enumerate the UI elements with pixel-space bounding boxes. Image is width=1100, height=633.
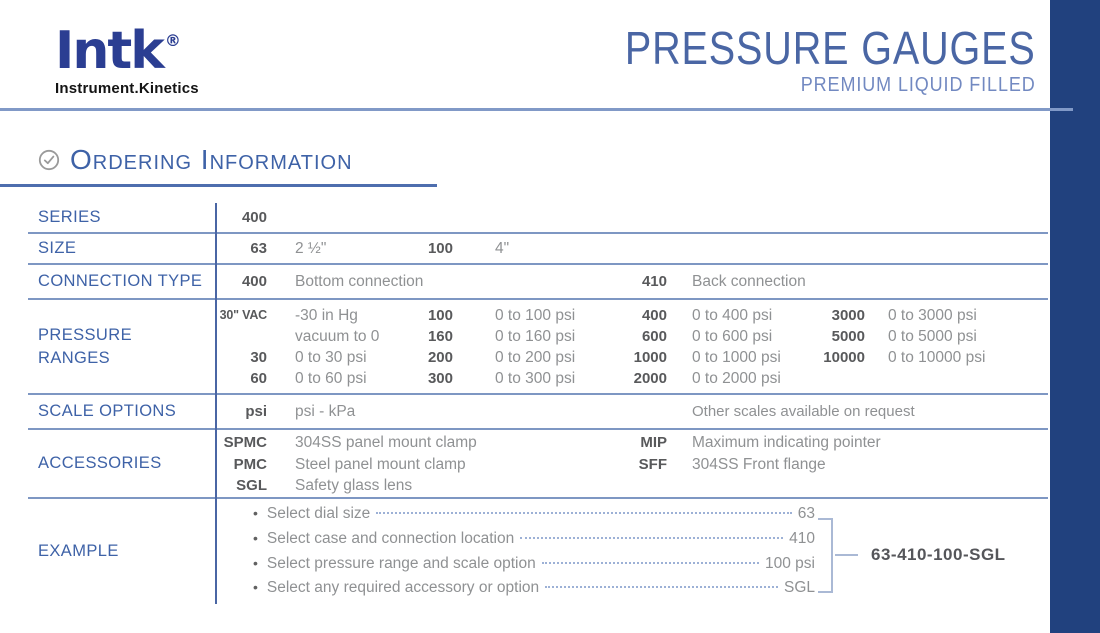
size-desc-1: 2 ½" xyxy=(295,239,327,257)
dotted-leader xyxy=(376,512,792,515)
page-title: PRESSURE GAUGES xyxy=(625,22,1036,74)
row-content-scale: psi psi - kPa Other scales available on … xyxy=(215,395,1048,428)
size-desc-2: 4" xyxy=(495,239,510,257)
example-bracket xyxy=(818,518,833,593)
row-label-pressure: PRESSURE RANGES xyxy=(38,326,132,367)
row-content-example: • Select dial size 63 • Select case and … xyxy=(215,499,1048,604)
series-code: 400 xyxy=(241,209,267,226)
row-content-pressure: 30" VAC . 30 60 -30 in Hg vacuum to 0 0 … xyxy=(215,300,1048,393)
bullet-icon: • xyxy=(253,505,258,522)
row-label-example: EXAMPLE xyxy=(38,542,119,561)
page-subtitle: PREMIUM LIQUID FILLED xyxy=(801,74,1036,97)
row-label-size: SIZE xyxy=(38,239,77,258)
pressure-col3-codes: 400 600 1000 2000 xyxy=(633,306,667,387)
accessories-left-codes: SPMC PMC SGL xyxy=(223,434,267,495)
section-underline xyxy=(0,184,437,187)
example-steps: • Select dial size 63 • Select case and … xyxy=(253,499,815,603)
check-circle-icon xyxy=(38,149,60,171)
example-step: • Select case and connection location 41… xyxy=(253,529,815,547)
section-title: Ordering Information xyxy=(70,144,353,175)
dotted-leader xyxy=(520,536,784,539)
pressure-col2-codes: 100 160 200 300 xyxy=(427,306,453,387)
connection-code-1: 400 xyxy=(241,273,267,290)
logo-wordmark: Intk ® xyxy=(55,24,199,79)
row-content-size: 63 2 ½" 100 4" xyxy=(215,234,1048,263)
bullet-icon: • xyxy=(253,554,258,571)
row-label-scale: SCALE OPTIONS xyxy=(38,402,177,421)
accessories-right-descs: Maximum indicating pointer 304SS Front f… xyxy=(692,434,881,473)
pressure-col4-descs: 0 to 3000 psi 0 to 5000 psi 0 to 10000 p… xyxy=(888,306,986,366)
registered-mark: ® xyxy=(164,31,181,50)
table-row-series: SERIES 400 xyxy=(28,203,1048,234)
header-divider xyxy=(0,108,1073,111)
right-accent-bar xyxy=(1050,0,1100,633)
table-vertical-rule xyxy=(215,203,217,604)
size-code-1: 63 xyxy=(250,239,267,257)
accessories-right-codes: MIP SFF xyxy=(638,434,667,473)
connection-code-2: 410 xyxy=(641,273,667,290)
pressure-col4-codes: 3000 5000 10000 xyxy=(823,306,865,366)
logo-text: Intk xyxy=(55,21,165,81)
scale-note: Other scales available on request xyxy=(692,403,915,420)
pressure-col1-codes: 30" VAC . 30 60 xyxy=(219,307,268,387)
example-part-number: 63-410-100-SGL xyxy=(871,545,1006,564)
pressure-col1-descs: -30 in Hg vacuum to 0 0 to 30 psi 0 to 6… xyxy=(295,306,380,387)
table-row-connection-type: CONNECTION TYPE 400 Bottom connection 41… xyxy=(28,265,1048,300)
bullet-icon: • xyxy=(253,579,258,596)
table-row-scale-options: SCALE OPTIONS psi psi - kPa Other scales… xyxy=(28,395,1048,430)
example-step: • Select pressure range and scale option… xyxy=(253,554,815,572)
connection-desc-1: Bottom connection xyxy=(295,272,424,290)
section-heading: Ordering Information xyxy=(38,146,353,174)
table-row-pressure-ranges: PRESSURE RANGES 30" VAC . 30 60 -30 in H… xyxy=(28,300,1048,395)
row-content-connection: 400 Bottom connection 410 Back connectio… xyxy=(215,265,1048,298)
example-step: • Select any required accessory or optio… xyxy=(253,579,815,597)
accessories-left-descs: 304SS panel mount clamp Steel panel moun… xyxy=(295,434,477,495)
dotted-leader xyxy=(545,586,778,589)
pressure-col2-descs: 0 to 100 psi 0 to 160 psi 0 to 200 psi 0… xyxy=(495,306,576,387)
dotted-leader xyxy=(541,561,760,564)
scale-code: psi xyxy=(245,403,267,420)
example-bracket-dash xyxy=(835,554,858,556)
document-header: PRESSURE GAUGES PREMIUM LIQUID FILLED xyxy=(558,24,1036,97)
logo-tagline: Instrument.Kinetics xyxy=(55,79,199,97)
row-content-series: 400 xyxy=(215,203,1048,232)
row-label-accessories: ACCESSORIES xyxy=(38,454,162,473)
size-code-2: 100 xyxy=(427,239,453,257)
row-content-accessories: SPMC PMC SGL 304SS panel mount clamp Ste… xyxy=(215,430,1048,497)
scale-desc: psi - kPa xyxy=(295,402,356,420)
bullet-icon: • xyxy=(253,529,258,546)
table-row-accessories: ACCESSORIES SPMC PMC SGL 304SS panel mou… xyxy=(28,430,1048,499)
brand-logo: Intk ® Instrument.Kinetics xyxy=(55,24,199,97)
connection-desc-2: Back connection xyxy=(692,272,806,290)
ordering-table: SERIES 400 SIZE 63 2 ½" 100 4" CONNECTIO… xyxy=(28,203,1048,604)
example-step: • Select dial size 63 xyxy=(253,505,815,523)
table-row-example: EXAMPLE • Select dial size 63 • Select c… xyxy=(28,499,1048,604)
row-label-connection: CONNECTION TYPE xyxy=(38,272,203,291)
table-row-size: SIZE 63 2 ½" 100 4" xyxy=(28,234,1048,265)
row-label-series: SERIES xyxy=(38,208,101,227)
pressure-col3-descs: 0 to 400 psi 0 to 600 psi 0 to 1000 psi … xyxy=(692,306,781,387)
